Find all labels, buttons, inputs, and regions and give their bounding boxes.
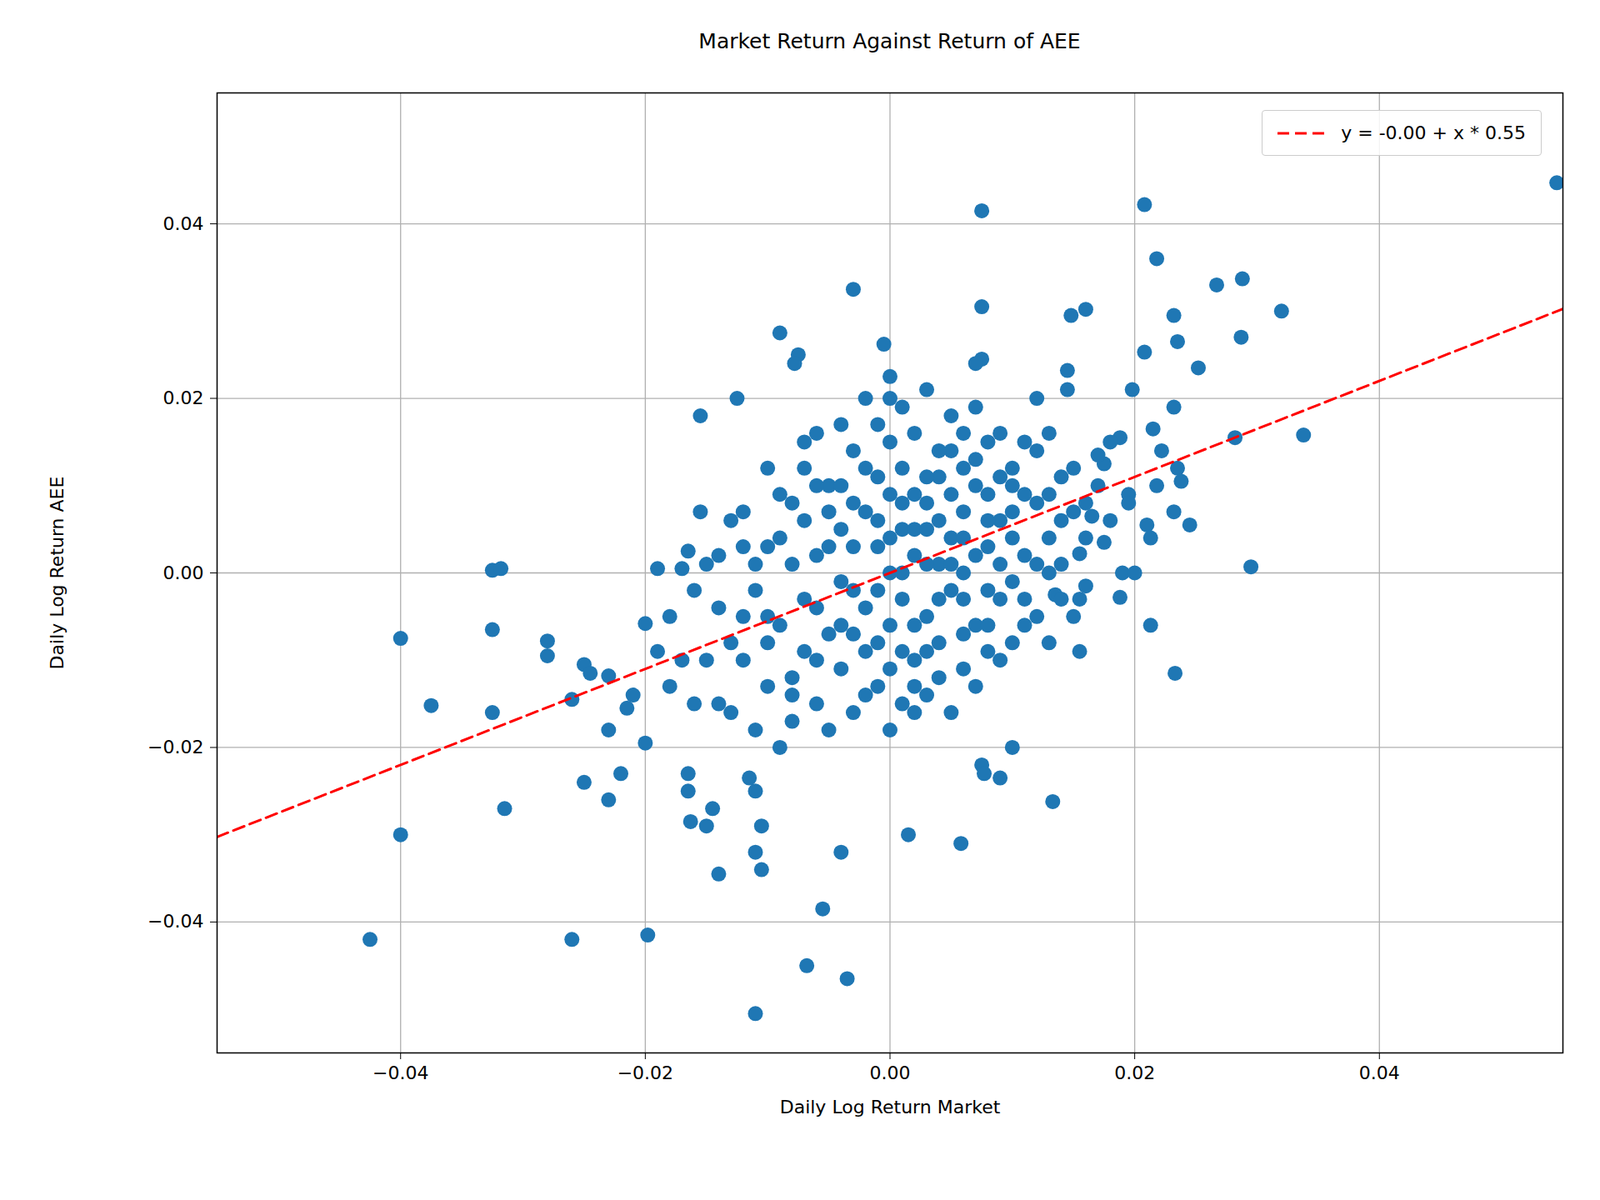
svg-text:Daily Log Return Market: Daily Log Return Market	[780, 1096, 1001, 1118]
svg-text:−0.04: −0.04	[372, 1062, 429, 1084]
svg-text:−0.02: −0.02	[617, 1062, 674, 1084]
svg-text:0.04: 0.04	[1359, 1062, 1400, 1084]
html-text:Market Return Against Return o: Market Return Against Return of AEE	[698, 29, 1081, 54]
svg-text:0.00: 0.00	[163, 562, 205, 584]
svg-text:0.02: 0.02	[1114, 1062, 1155, 1084]
svg-text:Daily Log Return AEE: Daily Log Return AEE	[46, 476, 68, 670]
svg-text:−0.04: −0.04	[147, 910, 204, 932]
svg-text:0.02: 0.02	[163, 387, 205, 409]
svg-text:0.04: 0.04	[163, 213, 205, 235]
svg-text:−0.02: −0.02	[147, 736, 204, 758]
svg-text:0.00: 0.00	[870, 1062, 911, 1084]
html-text:y = -0.00 + x * 0.55: y = -0.00 + x * 0.55	[1341, 122, 1526, 144]
